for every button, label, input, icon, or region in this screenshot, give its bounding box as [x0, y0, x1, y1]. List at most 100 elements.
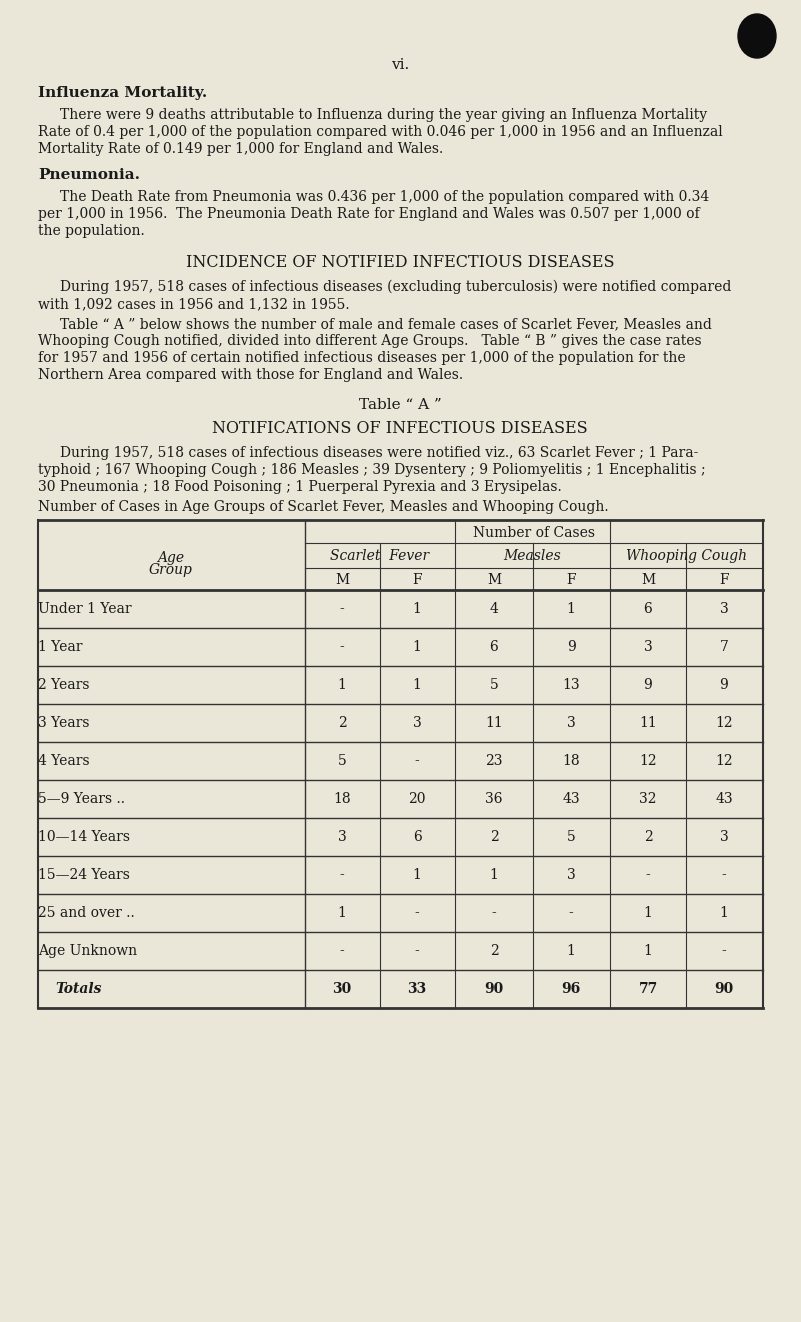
Text: Under 1 Year: Under 1 Year [38, 602, 131, 616]
Text: 23: 23 [485, 754, 503, 768]
Text: -: - [415, 944, 420, 958]
Text: Group: Group [149, 563, 193, 576]
Text: -: - [569, 906, 574, 920]
Text: 2: 2 [644, 830, 652, 843]
Text: Pneumonia.: Pneumonia. [38, 168, 140, 182]
Text: -: - [340, 944, 344, 958]
Text: During 1957, 518 cases of infectious diseases (excluding tuberculosis) were noti: During 1957, 518 cases of infectious dis… [60, 280, 731, 295]
Text: 1: 1 [719, 906, 728, 920]
Text: the population.: the population. [38, 223, 145, 238]
Text: 12: 12 [715, 754, 733, 768]
Text: M: M [335, 572, 349, 587]
Text: -: - [415, 754, 420, 768]
Text: 2 Years: 2 Years [38, 678, 90, 691]
Text: 3: 3 [413, 717, 421, 730]
Text: 5: 5 [566, 830, 575, 843]
Text: -: - [340, 640, 344, 654]
Text: 3: 3 [719, 602, 728, 616]
Text: M: M [641, 572, 655, 587]
Text: 90: 90 [714, 982, 734, 995]
Text: Age: Age [158, 551, 184, 564]
Text: 32: 32 [639, 792, 657, 806]
Text: Measles: Measles [503, 549, 561, 563]
Text: F: F [719, 572, 729, 587]
Text: 5: 5 [338, 754, 346, 768]
Text: 7: 7 [719, 640, 728, 654]
Text: F: F [566, 572, 576, 587]
Text: 1: 1 [643, 944, 653, 958]
Text: 18: 18 [562, 754, 580, 768]
Text: 36: 36 [485, 792, 503, 806]
Text: -: - [340, 602, 344, 616]
Text: 3: 3 [644, 640, 652, 654]
Text: -: - [340, 869, 344, 882]
Text: 1: 1 [566, 602, 575, 616]
Text: -: - [722, 869, 727, 882]
Text: 3: 3 [719, 830, 728, 843]
Text: During 1957, 518 cases of infectious diseases were notified viz., 63 Scarlet Fev: During 1957, 518 cases of infectious dis… [60, 446, 698, 460]
Text: 3 Years: 3 Years [38, 717, 90, 730]
Text: -: - [646, 869, 650, 882]
Text: 3: 3 [566, 869, 575, 882]
Text: Table “ A ” below shows the number of male and female cases of Scarlet Fever, Me: Table “ A ” below shows the number of ma… [60, 317, 712, 330]
Text: -: - [415, 906, 420, 920]
Text: 1 Year: 1 Year [38, 640, 83, 654]
Text: 10—14 Years: 10—14 Years [38, 830, 130, 843]
Text: 2: 2 [489, 830, 498, 843]
Text: F: F [413, 572, 422, 587]
Text: 1: 1 [566, 944, 575, 958]
Text: 4: 4 [489, 602, 498, 616]
Text: Table “ A ”: Table “ A ” [359, 398, 441, 412]
Text: 3: 3 [338, 830, 346, 843]
Text: 13: 13 [562, 678, 580, 691]
Text: Rate of 0.4 per 1,000 of the population compared with 0.046 per 1,000 in 1956 an: Rate of 0.4 per 1,000 of the population … [38, 126, 723, 139]
Text: Number of Cases: Number of Cases [473, 526, 595, 539]
Text: NOTIFICATIONS OF INFECTIOUS DISEASES: NOTIFICATIONS OF INFECTIOUS DISEASES [212, 420, 588, 438]
Text: 9: 9 [566, 640, 575, 654]
Text: The Death Rate from Pneumonia was 0.436 per 1,000 of the population compared wit: The Death Rate from Pneumonia was 0.436 … [60, 190, 709, 204]
Text: 18: 18 [333, 792, 351, 806]
Text: with 1,092 cases in 1956 and 1,132 in 1955.: with 1,092 cases in 1956 and 1,132 in 19… [38, 297, 349, 311]
Text: typhoid ; 167 Whooping Cough ; 186 Measles ; 39 Dysentery ; 9 Poliomyelitis ; 1 : typhoid ; 167 Whooping Cough ; 186 Measl… [38, 463, 706, 477]
Text: 1: 1 [489, 869, 498, 882]
Text: INCIDENCE OF NOTIFIED INFECTIOUS DISEASES: INCIDENCE OF NOTIFIED INFECTIOUS DISEASE… [186, 254, 614, 271]
Text: 4 Years: 4 Years [38, 754, 90, 768]
Text: 43: 43 [715, 792, 733, 806]
Text: Mortality Rate of 0.149 per 1,000 for England and Wales.: Mortality Rate of 0.149 per 1,000 for En… [38, 141, 443, 156]
Text: -: - [492, 906, 497, 920]
Text: 30 Pneumonia ; 18 Food Poisoning ; 1 Puerperal Pyrexia and 3 Erysipelas.: 30 Pneumonia ; 18 Food Poisoning ; 1 Pue… [38, 480, 562, 494]
Text: 90: 90 [485, 982, 504, 995]
Text: Northern Area compared with those for England and Wales.: Northern Area compared with those for En… [38, 368, 463, 382]
Ellipse shape [738, 15, 776, 58]
Text: -: - [722, 944, 727, 958]
Text: 12: 12 [715, 717, 733, 730]
Text: Age Unknown: Age Unknown [38, 944, 137, 958]
Text: Whooping Cough: Whooping Cough [626, 549, 747, 563]
Text: 1: 1 [413, 869, 421, 882]
Text: Number of Cases in Age Groups of Scarlet Fever, Measles and Whooping Cough.: Number of Cases in Age Groups of Scarlet… [38, 500, 609, 514]
Text: 77: 77 [638, 982, 658, 995]
Text: 3: 3 [566, 717, 575, 730]
Text: 2: 2 [338, 717, 346, 730]
Text: 11: 11 [639, 717, 657, 730]
Text: Whooping Cough notified, divided into different Age Groups.   Table “ B ” gives : Whooping Cough notified, divided into di… [38, 334, 702, 348]
Text: 1: 1 [337, 678, 347, 691]
Text: Influenza Mortality.: Influenza Mortality. [38, 86, 207, 100]
Text: 9: 9 [644, 678, 652, 691]
Text: 96: 96 [562, 982, 581, 995]
Text: 25 and over ..: 25 and over .. [38, 906, 135, 920]
Text: 30: 30 [332, 982, 352, 995]
Text: vi.: vi. [391, 58, 409, 71]
Text: Totals: Totals [55, 982, 102, 995]
Text: 6: 6 [489, 640, 498, 654]
Text: 5—9 Years ..: 5—9 Years .. [38, 792, 125, 806]
Text: Scarlet  Fever: Scarlet Fever [331, 549, 429, 563]
Text: 11: 11 [485, 717, 503, 730]
Text: 6: 6 [413, 830, 421, 843]
Text: 1: 1 [413, 678, 421, 691]
Text: 9: 9 [719, 678, 728, 691]
Text: There were 9 deaths attributable to Influenza during the year giving an Influenz: There were 9 deaths attributable to Infl… [60, 108, 707, 122]
Text: M: M [487, 572, 501, 587]
Text: 2: 2 [489, 944, 498, 958]
Text: 1: 1 [337, 906, 347, 920]
